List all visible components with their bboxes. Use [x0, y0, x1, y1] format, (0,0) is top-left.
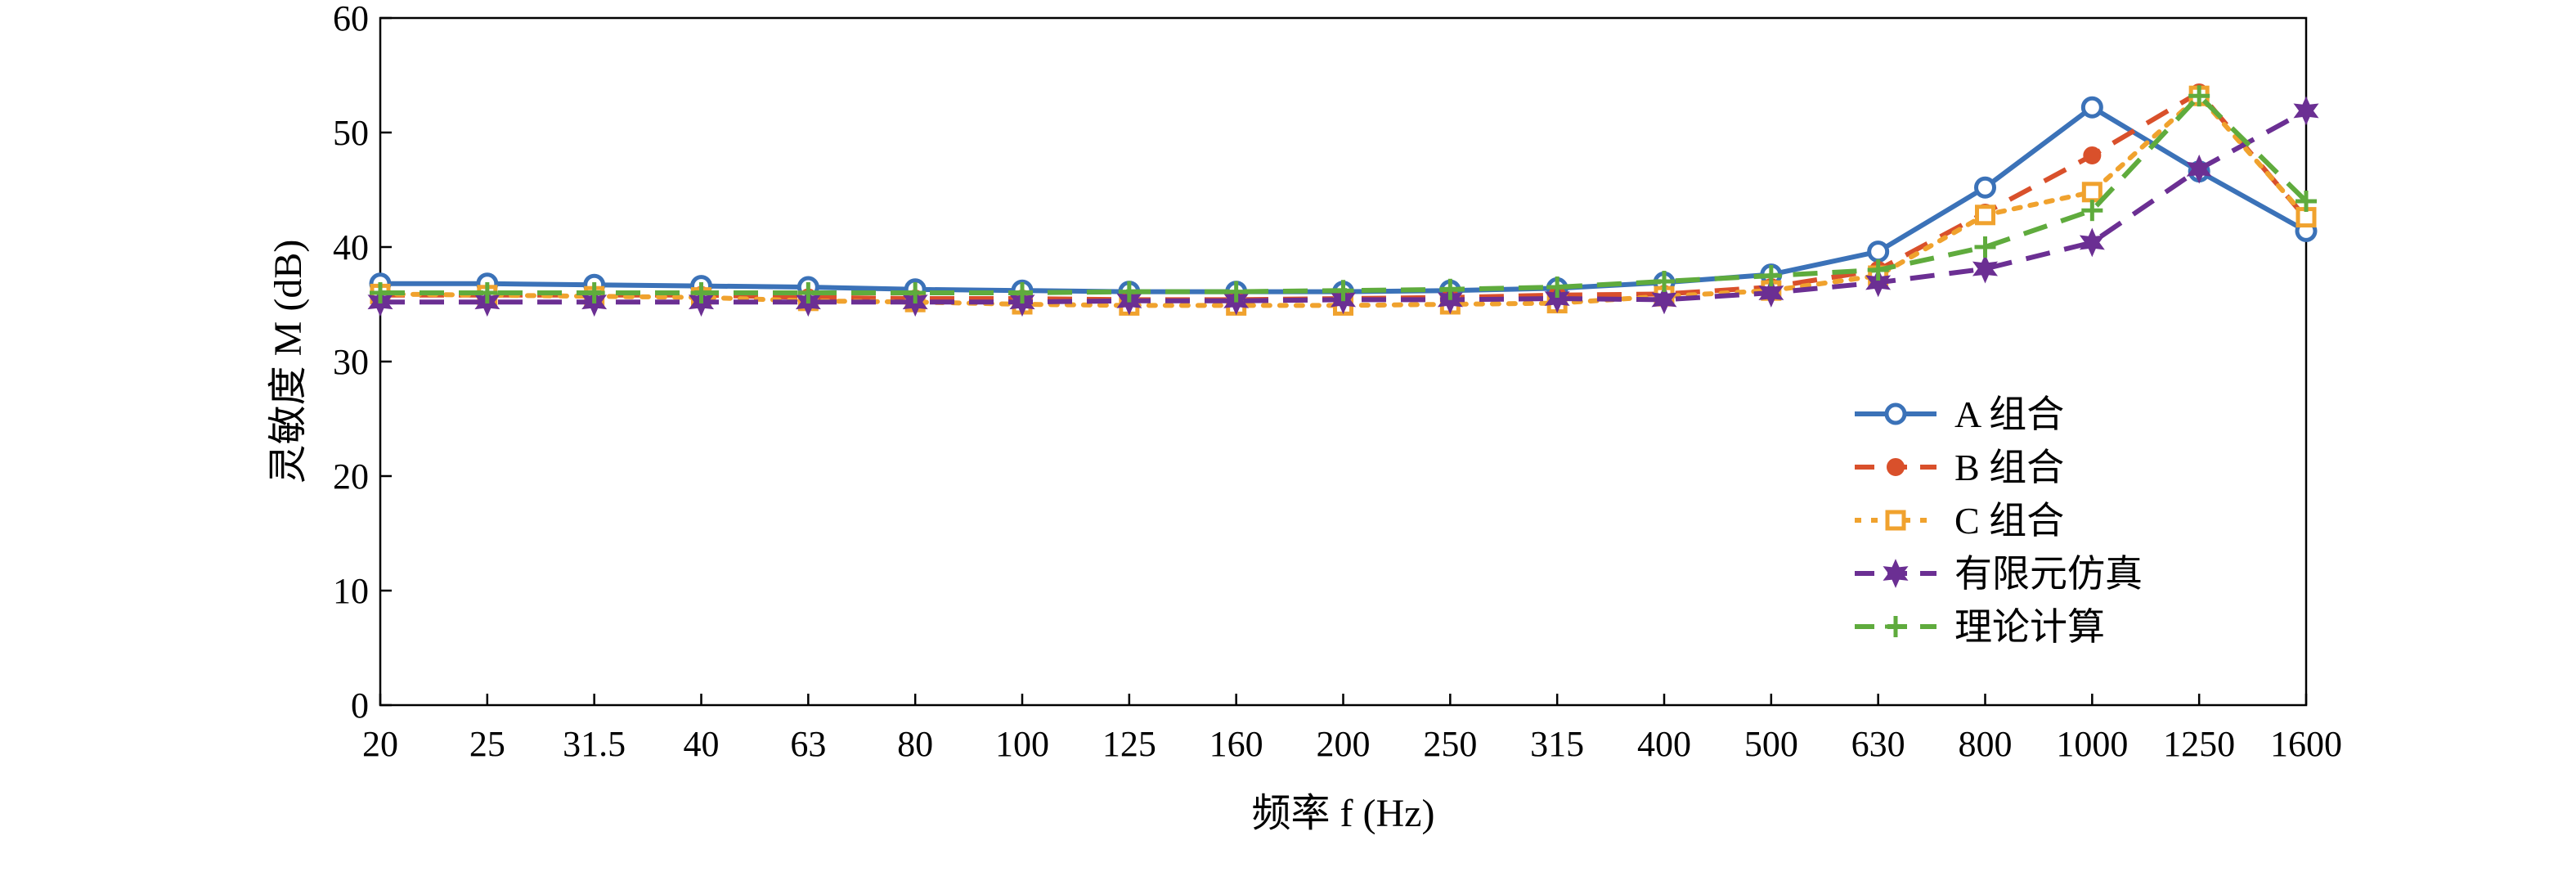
legend-item: 理论计算	[1855, 606, 2105, 648]
data-point	[1118, 281, 1140, 303]
series-line	[380, 105, 2308, 294]
axes: 0 10 20 30 40 50 60 20 25 31.5 40 63 80 100 125 160 200 2…	[333, 0, 2342, 764]
x-tick-label: 250	[1423, 724, 1477, 764]
data-point	[1867, 240, 1890, 263]
data-point	[2080, 96, 2103, 119]
x-tick-label: 31.5	[563, 724, 626, 764]
data-point	[1760, 265, 1782, 286]
y-tick-label: 50	[333, 113, 369, 153]
legend-item: 有限元仿真	[1855, 553, 2143, 595]
data-point	[1012, 282, 1033, 303]
legend-label: B 组合	[1954, 447, 2064, 488]
data-point	[1654, 271, 1675, 292]
y-tick-label: 10	[333, 571, 369, 611]
data-point	[370, 282, 391, 303]
data-point	[583, 282, 605, 303]
data-point	[2293, 96, 2319, 126]
x-tick-label: 500	[1744, 724, 1798, 764]
x-tick-label: 315	[1530, 724, 1584, 764]
y-axis-title: 灵敏度 M (dB)	[267, 240, 310, 484]
legend-label: 理论计算	[1954, 606, 2105, 648]
legend-label: A 组合	[1954, 393, 2064, 435]
series-line	[380, 90, 2309, 303]
y-tick-label: 40	[333, 227, 369, 267]
series-1	[371, 83, 2315, 309]
series-line	[378, 93, 2309, 308]
data-point	[1439, 278, 1461, 300]
legend-item: C 组合	[1855, 500, 2064, 542]
data-point	[1975, 205, 1995, 226]
data-point	[2083, 146, 2102, 164]
data-point	[1974, 176, 1996, 199]
data-point	[1546, 276, 1568, 298]
data-point	[2188, 85, 2210, 107]
data-point	[2296, 191, 2317, 212]
series-4	[370, 85, 2317, 303]
legend-marker	[1885, 616, 1906, 637]
y-tick-label: 20	[333, 456, 369, 497]
x-tick-label: 1600	[2270, 724, 2342, 764]
x-tick-label: 20	[362, 724, 398, 764]
data-point	[2081, 182, 2103, 203]
x-tick-label: 100	[995, 724, 1049, 764]
series-2	[370, 85, 2317, 316]
legend-label: C 组合	[1954, 500, 2064, 542]
plot-frame	[379, 16, 2308, 707]
data-point	[904, 282, 927, 303]
x-tick-label: 63	[790, 724, 826, 764]
data-point	[1332, 280, 1354, 302]
data-point	[1651, 285, 1677, 315]
series-lines	[367, 83, 2319, 317]
x-tick-label: 800	[1959, 724, 2013, 764]
legend-marker	[1883, 559, 1909, 588]
data-point	[1544, 284, 1570, 313]
data-point	[797, 282, 819, 303]
x-tick-label: 1250	[2163, 724, 2235, 764]
x-tick-label: 400	[1637, 724, 1691, 764]
x-tick-label: 40	[684, 724, 720, 764]
data-point	[2081, 200, 2103, 222]
legend-item: B 组合	[1855, 447, 2064, 488]
data-point	[1865, 267, 1892, 298]
legend-marker	[1884, 402, 1907, 425]
x-tick-label: 630	[1851, 724, 1905, 764]
series-0	[369, 96, 2318, 303]
x-tick-label: 125	[1102, 724, 1156, 764]
x-tick-label: 80	[897, 724, 933, 764]
data-point	[476, 282, 498, 303]
data-point	[2079, 227, 2105, 258]
x-tick-label: 200	[1317, 724, 1371, 764]
legend-label: 有限元仿真	[1954, 553, 2143, 595]
data-point	[1867, 259, 1889, 281]
data-point	[2186, 154, 2212, 184]
y-tick-label: 60	[333, 0, 369, 38]
x-tick-label: 25	[469, 724, 505, 764]
x-axis-title: 频率 f (Hz)	[1252, 792, 1435, 835]
data-point	[1972, 254, 1999, 284]
y-tick-label: 30	[333, 342, 369, 382]
legend-item: A 组合	[1855, 393, 2064, 435]
data-point	[1974, 236, 1996, 258]
data-point	[1758, 278, 1784, 308]
legend-marker	[1887, 458, 1905, 476]
legend-marker	[1885, 510, 1906, 531]
x-tick-label: 160	[1209, 724, 1263, 764]
x-tick-label: 1000	[2056, 724, 2128, 764]
data-point	[690, 282, 712, 303]
y-tick-label: 0	[351, 685, 369, 726]
data-point	[1225, 281, 1247, 303]
